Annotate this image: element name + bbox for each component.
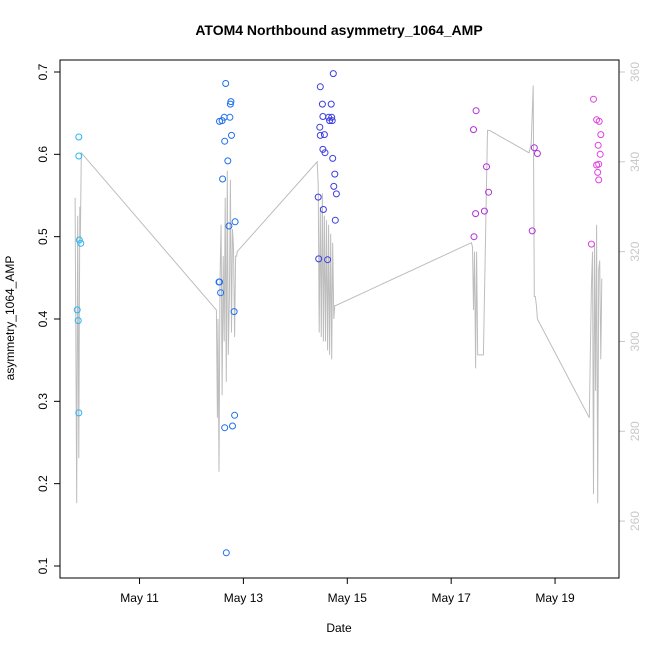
- data-point: [332, 190, 340, 198]
- data-point: [326, 117, 334, 125]
- data-point: [222, 549, 230, 557]
- data-point: [319, 206, 327, 213]
- x-tick-label: May 15: [328, 591, 368, 605]
- plot-frame: [59, 59, 620, 579]
- data-point: [221, 137, 229, 145]
- data-point: [316, 83, 324, 91]
- data-point: [329, 154, 337, 162]
- data-point: [73, 306, 81, 314]
- data-point: [221, 424, 229, 432]
- data-point: [470, 126, 477, 134]
- data-point: [228, 131, 235, 139]
- y2-axis: 260 280 300 320 340 360: [618, 62, 642, 531]
- data-point: [318, 100, 326, 108]
- data-point: [316, 131, 324, 139]
- x-tick-label: May 17: [431, 591, 471, 605]
- y2-tick-label: 300: [628, 331, 642, 351]
- data-point: [320, 131, 328, 139]
- data-point: [329, 70, 337, 78]
- y-tick-label: 0.1: [36, 557, 50, 574]
- data-point: [75, 152, 83, 160]
- y2-tick-label: 280: [628, 421, 642, 441]
- data-point: [530, 144, 538, 152]
- data-point: [216, 278, 223, 286]
- data-point: [324, 256, 332, 264]
- x-axis: May 11 May 13 May 15 May 17 May 19: [120, 577, 575, 605]
- y-axis: 0.1 0.2 0.3 0.4 0.5 0.6 0.7: [36, 63, 60, 574]
- data-point: [75, 409, 83, 417]
- data-point: [328, 117, 336, 125]
- data-point: [315, 255, 323, 263]
- data-point: [483, 163, 490, 171]
- data-point: [327, 100, 335, 108]
- data-point: [316, 123, 324, 131]
- points-layer: [73, 70, 605, 557]
- x-axis-label: Date: [326, 621, 352, 635]
- data-point: [225, 222, 233, 230]
- data-point: [480, 207, 488, 215]
- data-point: [596, 150, 604, 158]
- x-tick-label: May 11: [120, 591, 159, 605]
- y-tick-label: 0.3: [36, 393, 50, 410]
- data-point: [224, 157, 232, 165]
- y-tick-label: 0.5: [36, 228, 50, 245]
- y-tick-label: 0.4: [36, 310, 50, 327]
- data-point: [485, 188, 493, 196]
- data-point: [593, 161, 601, 169]
- y2-tick-label: 340: [628, 151, 642, 171]
- data-point: [219, 175, 227, 183]
- data-point: [231, 218, 239, 226]
- data-point: [77, 239, 85, 247]
- data-point: [229, 422, 236, 430]
- data-point: [226, 100, 234, 108]
- data-point: [217, 289, 225, 297]
- data-point: [594, 141, 602, 149]
- secondary-series-layer: [74, 85, 603, 504]
- data-point: [321, 149, 329, 157]
- x-tick-label: May 13: [224, 591, 264, 605]
- secondary-series-line: [74, 85, 603, 504]
- data-point: [314, 193, 322, 201]
- data-point: [226, 113, 234, 121]
- data-point: [470, 233, 478, 241]
- x-tick-label: May 19: [535, 591, 575, 605]
- y-tick-label: 0.7: [36, 63, 50, 80]
- data-point: [331, 170, 339, 178]
- data-point: [594, 168, 602, 176]
- data-point: [231, 411, 239, 419]
- data-point: [75, 133, 83, 141]
- data-point: [227, 98, 235, 106]
- data-point: [331, 216, 339, 224]
- data-point: [74, 317, 82, 325]
- y-tick-label: 0.2: [36, 475, 50, 492]
- data-point: [528, 227, 536, 235]
- data-point: [230, 308, 238, 316]
- y-tick-label: 0.6: [36, 146, 50, 163]
- y2-tick-label: 320: [628, 241, 642, 261]
- data-point: [472, 210, 480, 218]
- data-point: [472, 107, 480, 115]
- data-point: [533, 150, 541, 157]
- data-point: [319, 113, 327, 120]
- data-point: [595, 176, 603, 184]
- data-point: [222, 80, 230, 87]
- y-axis-label: asymmetry_1064_AMP: [3, 256, 17, 381]
- data-point: [330, 182, 338, 190]
- chart-title: ATOM4 Northbound asymmetry_1064_AMP: [195, 22, 482, 38]
- data-point: [75, 236, 83, 244]
- data-point: [587, 240, 595, 248]
- data-point: [595, 117, 603, 125]
- data-point: [597, 131, 605, 139]
- y2-tick-label: 260: [628, 511, 642, 531]
- data-point: [590, 95, 597, 103]
- y2-tick-label: 360: [628, 62, 642, 82]
